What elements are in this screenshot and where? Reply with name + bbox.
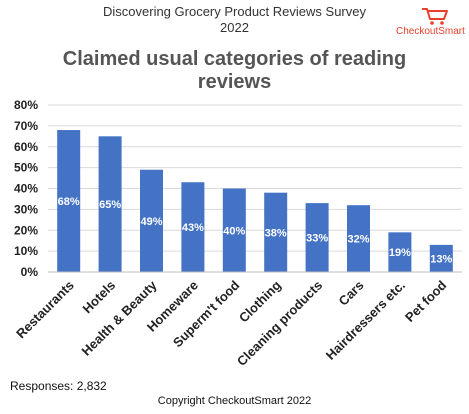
x-tick-label: Hotels <box>80 278 119 317</box>
y-tick-label: 70% <box>14 119 38 133</box>
x-tick-label: Cars <box>336 278 367 309</box>
x-tick-label: Pet food <box>402 277 449 324</box>
data-label: 32% <box>347 234 369 246</box>
bar <box>429 244 453 272</box>
y-tick-label: 0% <box>21 265 39 279</box>
checkoutsmart-logo: CheckoutSmart <box>396 6 465 38</box>
bar <box>264 192 288 272</box>
y-tick-label: 20% <box>14 223 38 237</box>
data-label: 13% <box>430 253 452 265</box>
y-tick-label: 50% <box>14 161 38 175</box>
data-label: 43% <box>182 222 204 234</box>
copyright-text: Copyright CheckoutSmart 2022 <box>157 395 312 407</box>
survey-title-line2: 2022 <box>220 20 249 35</box>
data-label: 33% <box>306 233 328 245</box>
chart-title: Claimed usual categories of reading revi… <box>0 48 469 94</box>
data-label: 38% <box>265 227 287 239</box>
bar <box>388 232 412 272</box>
bar <box>57 130 81 272</box>
x-tick-label: Restaurants <box>13 278 77 342</box>
x-tick-label: Hairdressers etc. <box>323 278 408 363</box>
data-label: 19% <box>389 247 411 259</box>
bar <box>305 203 329 272</box>
y-tick-label: 60% <box>14 140 38 154</box>
data-label: 49% <box>140 216 162 228</box>
responses-count: Responses: 2,832 <box>10 379 107 393</box>
bar <box>222 188 246 272</box>
chart-title-line1: Claimed usual categories of reading <box>62 48 407 70</box>
y-tick-label: 10% <box>14 244 38 258</box>
data-label: 65% <box>99 199 121 211</box>
bar <box>140 169 163 272</box>
chart-title-line2: reviews <box>197 71 272 93</box>
data-label: 40% <box>223 225 245 237</box>
y-tick-label: 30% <box>14 202 38 216</box>
shopping-cart-icon <box>422 8 448 25</box>
bar <box>98 136 122 272</box>
bar <box>347 205 370 272</box>
x-tick-label: Health & Beauty <box>79 277 161 359</box>
survey-title: Discovering Grocery Product Reviews Surv… <box>0 4 469 36</box>
survey-title-line1: Discovering Grocery Product Reviews Surv… <box>103 4 366 19</box>
y-tick-label: 40% <box>14 182 38 196</box>
data-label: 68% <box>58 196 80 208</box>
y-tick-label: 80% <box>14 98 38 112</box>
logo-text: CheckoutSmart <box>396 26 465 37</box>
bar <box>181 182 205 272</box>
